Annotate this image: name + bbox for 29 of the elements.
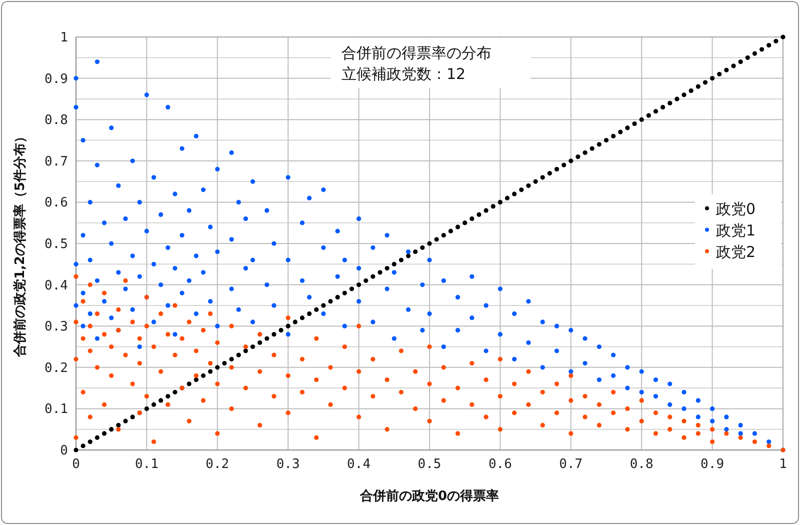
y-tick-label: 0.9 xyxy=(44,72,68,87)
x-tick-label: 0.5 xyxy=(418,457,442,472)
y-tick-label: 0.2 xyxy=(44,360,68,376)
x-tick-label: 0 xyxy=(72,457,80,472)
x-tick-label: 0.4 xyxy=(347,457,371,472)
x-tick-label: 0.8 xyxy=(630,457,654,472)
x-tick-label: 0.7 xyxy=(559,457,583,472)
y-axis-title: 合併前の政党1,2の得票率（5件分布） xyxy=(12,130,28,358)
x-tick-label: 0.1 xyxy=(134,457,158,472)
y-tick-label: 0.1 xyxy=(44,402,68,418)
y-tick-label: 0.5 xyxy=(44,237,68,252)
legend-label: 政党0 xyxy=(716,200,756,218)
text: 立候補政党数：12 xyxy=(342,65,466,83)
x-tick-label: 0.3 xyxy=(276,457,300,472)
y-tick-label: 0 xyxy=(60,444,68,458)
x-tick-label: 0.9 xyxy=(700,457,724,472)
y-tick-label: 0.8 xyxy=(44,113,68,128)
x-tick-label: 0.2 xyxy=(206,457,230,472)
x-axis-title: 合併前の政党0の得票率 xyxy=(358,488,500,504)
x-tick-label: 1 xyxy=(779,457,787,472)
x-tick-label: 0.6 xyxy=(488,457,512,472)
y-tick-label: 0.7 xyxy=(44,154,68,170)
y-tick-label: 0.4 xyxy=(44,278,68,294)
y-tick-label: 0.3 xyxy=(44,320,68,335)
legend-label: 政党2 xyxy=(716,242,756,261)
y-tick-label: 1 xyxy=(60,30,68,46)
legend-label: 政党1 xyxy=(716,221,756,240)
text: 合併前の得票率の分布 xyxy=(342,44,492,62)
y-tick-label: 0.6 xyxy=(44,196,68,211)
